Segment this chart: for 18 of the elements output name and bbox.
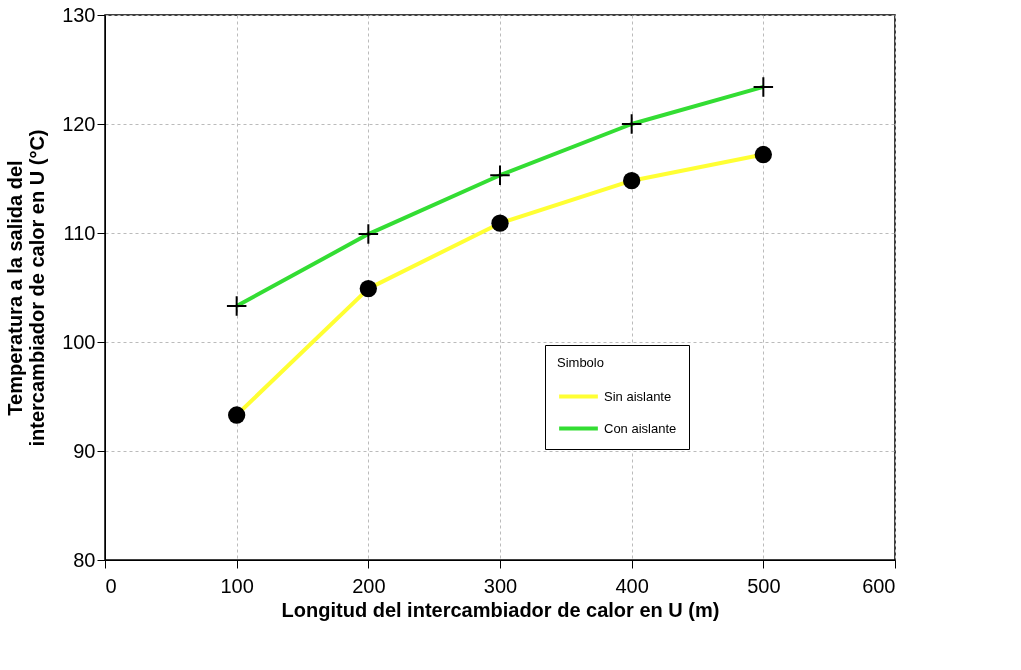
y-tick-label: 80	[73, 548, 96, 571]
x-axis-title: Longitud del intercambiador de calor en U (m)	[281, 598, 720, 621]
x-tick-label: 0	[105, 574, 117, 597]
y-tick-label: 90	[73, 439, 96, 462]
x-tick-label: 500	[747, 574, 781, 597]
y-tick-label: 110	[63, 221, 96, 244]
x-tick-label: 400	[615, 574, 649, 597]
y-tick-label: 120	[62, 112, 96, 135]
y-tick-label: 100	[62, 330, 96, 353]
legend-title: Simbolo	[557, 355, 604, 370]
legend-label: Con aislante	[604, 420, 677, 436]
legend-label: Sin aislante	[604, 388, 672, 404]
x-tick-label: 200	[352, 574, 386, 597]
x-tick-label: 600	[862, 574, 896, 597]
x-tick-label: 300	[483, 574, 518, 597]
x-tick-label: 100	[220, 574, 254, 597]
y-tick-label: 130	[62, 3, 96, 26]
y-axis-title: Temperatura a la salida del intercambiador de calor en U (°C)	[4, 129, 49, 447]
